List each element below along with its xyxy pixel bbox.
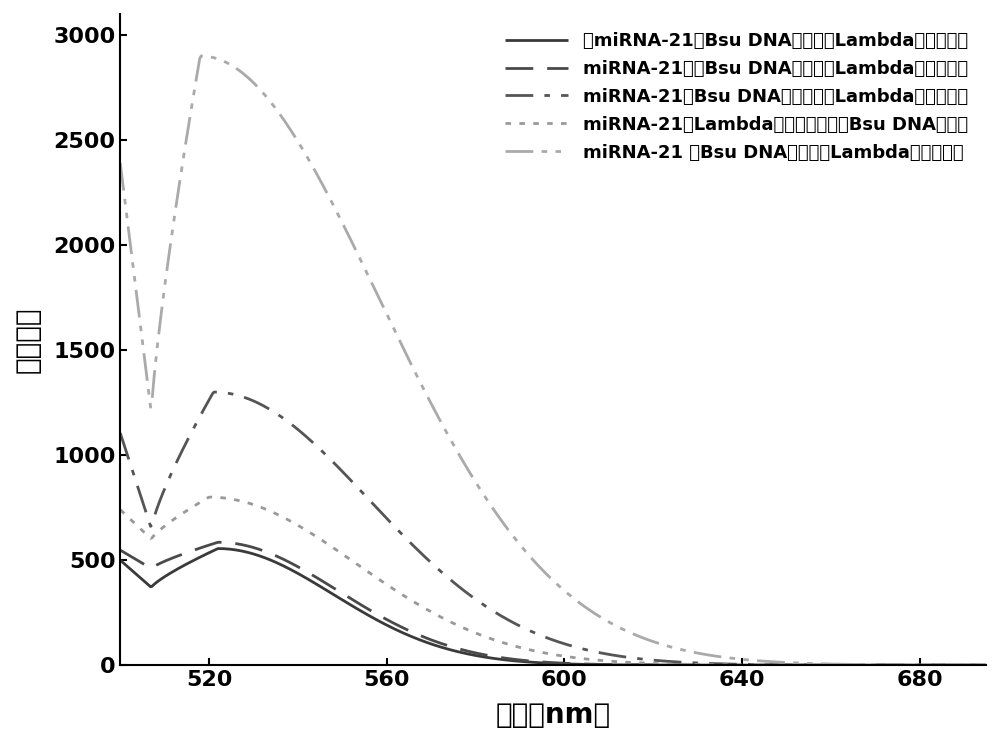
Legend: 无miRNA-21、Bsu DNA聚合酶和Lambda核酸外切酶, miRNA-21，无Bsu DNA聚合酶和Lambda核酸外切酶, miRNA-21、Bsu: 无miRNA-21、Bsu DNA聚合酶和Lambda核酸外切酶, miRNA-… — [496, 23, 977, 171]
Y-axis label: 荧光强度: 荧光强度 — [14, 306, 42, 373]
X-axis label: 波长（nm）: 波长（nm） — [496, 701, 611, 729]
